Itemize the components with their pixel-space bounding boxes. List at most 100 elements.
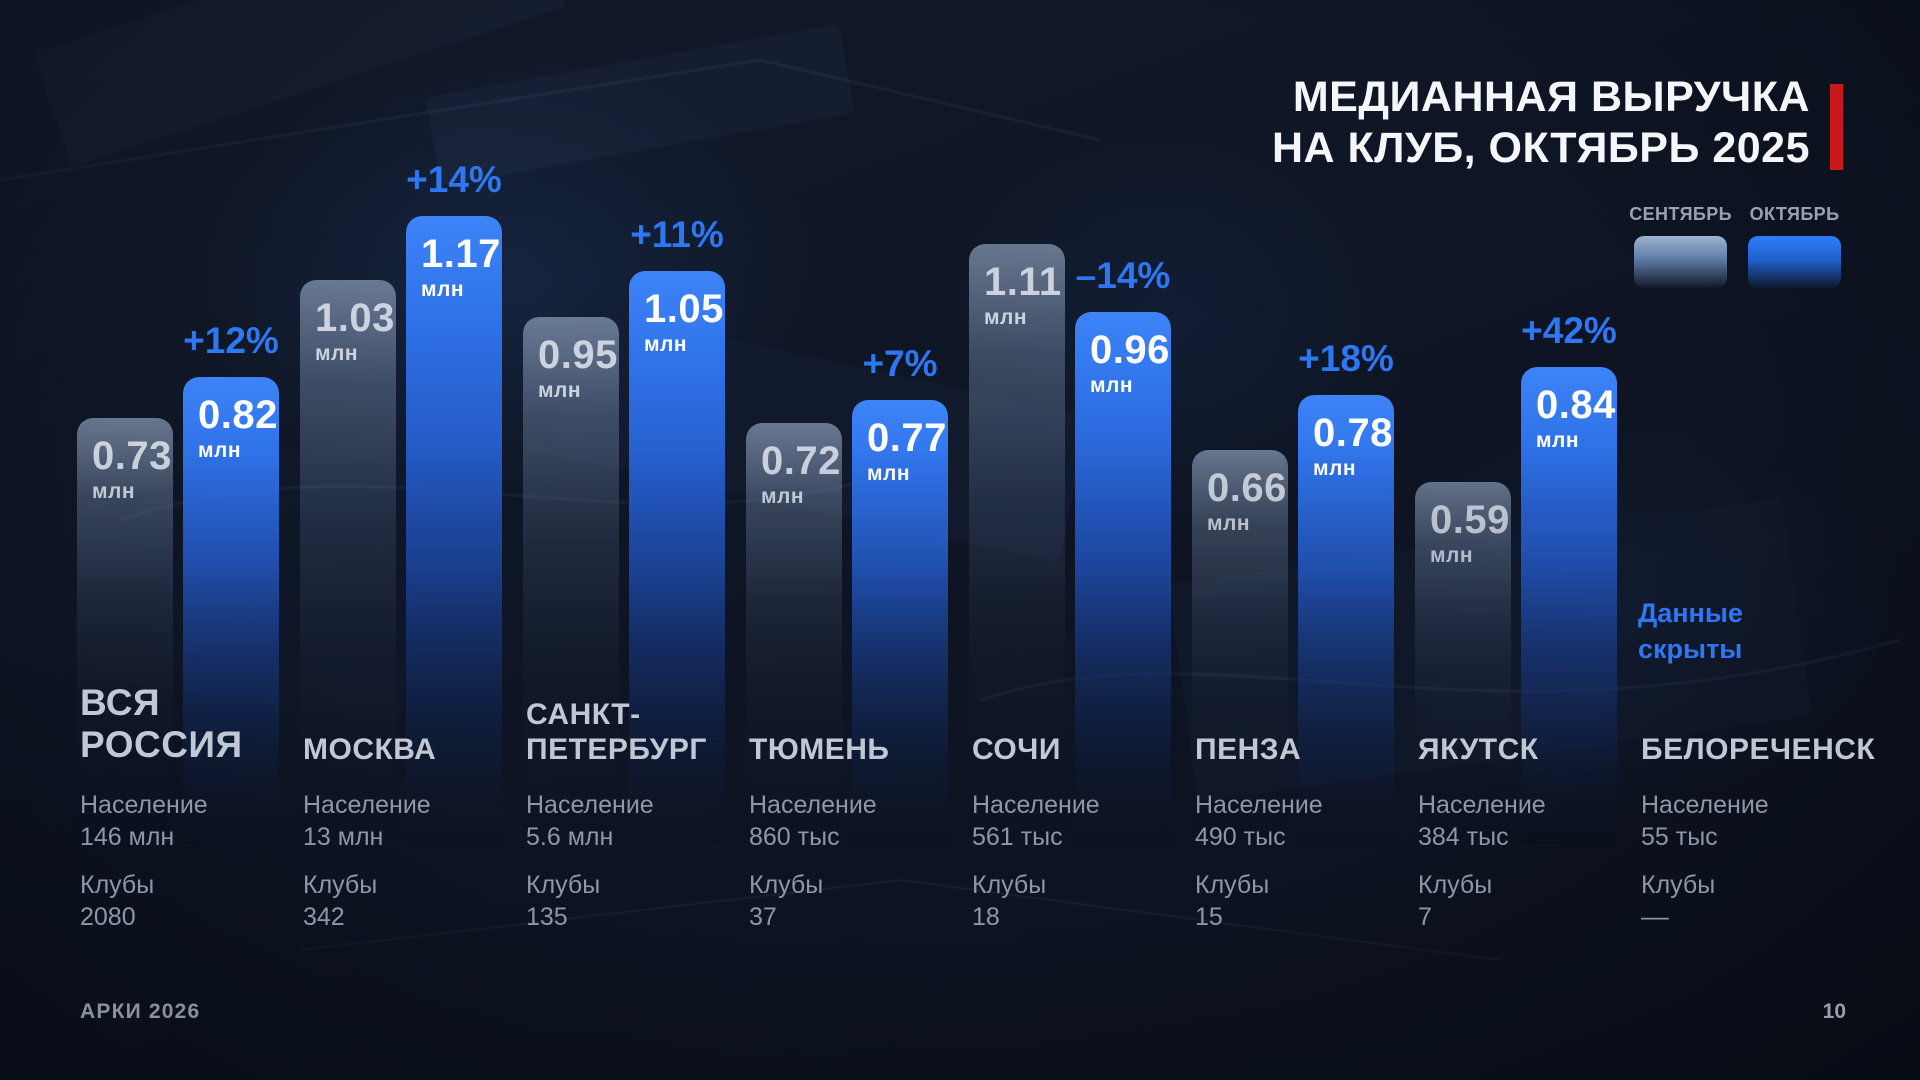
city-label: СОЧИ bbox=[972, 732, 1061, 766]
city-label: ТЮМЕНЬ bbox=[749, 732, 890, 766]
bar-value-number: 1.03 bbox=[315, 296, 395, 341]
bar-october: 0.96 млн bbox=[1075, 312, 1171, 850]
city-label: ПЕНЗА bbox=[1195, 732, 1302, 766]
bar-change-label: +42% bbox=[1521, 310, 1617, 352]
bar-value-number: 0.77 bbox=[867, 415, 947, 460]
bar-value-label: 0.59 млн bbox=[1415, 482, 1511, 568]
city-info-block: ВСЯ РОССИЯ Население 146 млн Клубы 2080 bbox=[80, 655, 292, 933]
title-line-1: МЕДИАННАЯ ВЫРУЧКА bbox=[1292, 73, 1810, 121]
legend-item-october: ОКТЯБРЬ bbox=[1748, 204, 1841, 288]
city-info-block: САНКТ- ПЕТЕРБУРГ Население 5.6 млн Клубы 135 bbox=[526, 655, 738, 933]
bar-value-unit: млн bbox=[644, 333, 688, 357]
october-swatch bbox=[1748, 236, 1841, 288]
city-population: Население 384 тыс bbox=[1418, 791, 1546, 851]
bar-value-label: 1.17 млн bbox=[406, 216, 502, 302]
city-clubs: Клубы 37 bbox=[749, 871, 824, 931]
bar-value-label: 1.05 млн bbox=[629, 271, 725, 357]
bar-value-label: 1.03 млн bbox=[300, 280, 396, 366]
city-population: Население 490 тыс bbox=[1195, 791, 1323, 851]
city-info-block: СОЧИ Население 561 тыс Клубы 18 bbox=[972, 655, 1184, 933]
bar-value-unit: млн bbox=[1536, 429, 1580, 453]
september-swatch bbox=[1634, 236, 1728, 288]
city-info-block: ПЕНЗА Население 490 тыс Клубы 15 bbox=[1195, 655, 1407, 933]
bar-value-unit: млн bbox=[1207, 512, 1251, 536]
page-number: 10 bbox=[1822, 1000, 1846, 1023]
city-info-block: БЕЛОРЕЧЕНСК Население 55 тыс Клубы –– bbox=[1641, 655, 1876, 933]
bar-value-unit: млн bbox=[92, 479, 136, 503]
city-label: ВСЯ РОССИЯ bbox=[80, 681, 243, 766]
bar-value-label: 0.95 млн bbox=[523, 317, 619, 403]
bar-value-label: 0.66 млн bbox=[1192, 450, 1288, 536]
bar-value-label: 1.11 млн bbox=[969, 244, 1065, 330]
bar-value-unit: млн bbox=[1090, 374, 1134, 398]
city-clubs: Клубы 135 bbox=[526, 871, 601, 931]
bar-value-label: 0.78 млн bbox=[1298, 395, 1394, 481]
bar-value-unit: млн bbox=[1313, 456, 1357, 480]
bar-value-number: 0.96 bbox=[1090, 328, 1170, 373]
city-info-block: ТЮМЕНЬ Население 860 тыс Клубы 37 bbox=[749, 655, 961, 933]
city-population: Население 561 тыс bbox=[972, 791, 1100, 851]
bar-value-label: 0.77 млн bbox=[852, 400, 948, 486]
city-population: Население 55 тыс bbox=[1641, 791, 1769, 851]
bar-change-label: –14% bbox=[1075, 255, 1171, 297]
bar-october: 1.05 млн bbox=[629, 271, 725, 850]
bar-october: 0.77 млн bbox=[852, 399, 948, 850]
footer-brand: АРКИ 2026 bbox=[80, 1000, 201, 1023]
bar-september: 1.11 млн bbox=[969, 243, 1065, 850]
bar-september: 0.73 млн bbox=[77, 417, 173, 850]
bar-september: 0.72 млн bbox=[746, 422, 842, 850]
bar-change-label: +7% bbox=[862, 342, 938, 384]
bar-value-number: 0.82 bbox=[198, 392, 278, 437]
city-population: Население 13 млн bbox=[303, 791, 431, 851]
city-label: САНКТ- ПЕТЕРБУРГ bbox=[526, 698, 707, 766]
bar-change-label: +11% bbox=[630, 214, 724, 256]
page-title: МЕДИАННАЯ ВЫРУЧКА НА КЛУБ, ОКТЯБРЬ 2025 bbox=[1272, 72, 1810, 174]
city-info-block: ЯКУТСК Население 384 тыс Клубы 7 bbox=[1418, 655, 1630, 933]
bar-value-number: 0.73 bbox=[92, 433, 172, 478]
bar-value-unit: млн bbox=[538, 378, 582, 402]
bar-september: 0.66 млн bbox=[1192, 450, 1288, 850]
bar-value-label: 0.96 млн bbox=[1075, 312, 1171, 398]
bar-value-label: 0.82 млн bbox=[183, 377, 279, 463]
bar-value-label: 0.73 млн bbox=[77, 418, 173, 504]
city-clubs: Клубы 2080 bbox=[80, 871, 155, 931]
city-clubs: Клубы 15 bbox=[1195, 871, 1270, 931]
bar-value-label: 0.72 млн bbox=[746, 423, 842, 509]
bar-value-unit: млн bbox=[761, 484, 805, 508]
bar-september: 0.95 млн bbox=[523, 316, 619, 850]
city-clubs: Клубы 7 bbox=[1418, 871, 1493, 931]
bar-value-unit: млн bbox=[315, 342, 359, 366]
city-label: БЕЛОРЕЧЕНСК bbox=[1641, 732, 1876, 766]
city-label: ЯКУТСК bbox=[1418, 732, 1539, 766]
title-accent-bar bbox=[1830, 84, 1843, 170]
bar-october: 0.82 млн bbox=[183, 376, 279, 850]
legend-item-september: СЕНТЯБРЬ bbox=[1629, 204, 1732, 288]
bar-october: 0.78 млн bbox=[1298, 394, 1394, 850]
legend-label-october: ОКТЯБРЬ bbox=[1749, 204, 1840, 224]
bar-change-label: +18% bbox=[1298, 337, 1394, 379]
data-hidden-note: Данные скрыты bbox=[1638, 598, 1743, 664]
city-clubs: Клубы 18 bbox=[972, 871, 1047, 931]
bar-value-unit: млн bbox=[1430, 544, 1474, 568]
city-clubs: Клубы –– bbox=[1641, 871, 1716, 931]
bar-value-unit: млн bbox=[198, 438, 242, 462]
bar-value-label: 0.84 млн bbox=[1521, 367, 1617, 453]
city-clubs: Клубы 342 bbox=[303, 871, 378, 931]
bar-value-number: 0.78 bbox=[1313, 410, 1393, 455]
city-population: Население 146 млн bbox=[80, 791, 208, 851]
bar-value-number: 0.66 bbox=[1207, 466, 1287, 511]
bar-value-unit: млн bbox=[867, 461, 911, 485]
bar-value-number: 1.05 bbox=[644, 287, 724, 332]
bar-september: 1.03 млн bbox=[300, 280, 396, 850]
city-label: МОСКВА bbox=[303, 732, 437, 766]
bar-value-number: 0.84 bbox=[1536, 383, 1616, 428]
bar-value-unit: млн bbox=[421, 277, 465, 301]
legend-label-september: СЕНТЯБРЬ bbox=[1629, 204, 1732, 224]
bar-value-number: 0.95 bbox=[538, 332, 618, 377]
chart-legend: СЕНТЯБРЬ ОКТЯБРЬ bbox=[1629, 204, 1841, 288]
city-population: Население 5.6 млн bbox=[526, 791, 654, 851]
title-line-2: НА КЛУБ, ОКТЯБРЬ 2025 bbox=[1272, 124, 1810, 172]
bar-value-number: 0.72 bbox=[761, 438, 841, 483]
